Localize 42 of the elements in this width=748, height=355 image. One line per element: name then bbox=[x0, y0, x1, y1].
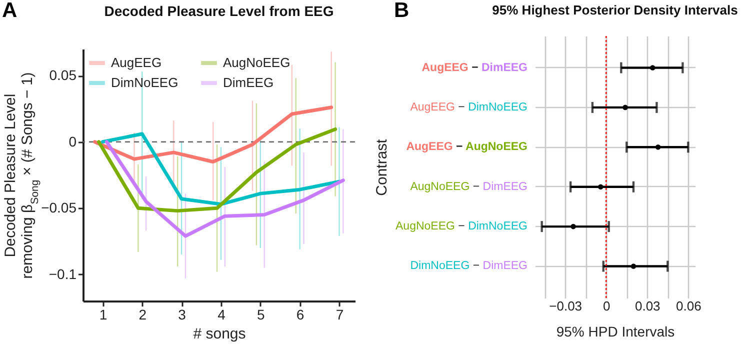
y-tick-label: AugEEG − DimEEG bbox=[422, 62, 528, 74]
point bbox=[622, 104, 628, 110]
x-axis-title: # songs bbox=[193, 326, 246, 342]
y-tick-label: AugEEG − DimNoEEG bbox=[410, 101, 528, 114]
y-axis-title: Contrast bbox=[374, 138, 391, 196]
legend-label: DimEEG bbox=[223, 75, 274, 90]
y-tick-label: 0.05 bbox=[49, 67, 77, 84]
x-tick-label: 0.06 bbox=[676, 298, 702, 314]
text: A bbox=[2, 0, 18, 22]
legend-label: DimNoEEG bbox=[111, 75, 178, 90]
x-tick-label: 6 bbox=[296, 306, 304, 322]
y-tick-label: AugNoEEG − DimNoEEG bbox=[396, 220, 528, 233]
y-tick-label: AugEEG − AugNoEEG bbox=[406, 141, 528, 154]
x-tick-label: 3 bbox=[178, 306, 186, 322]
y-tick-label: DimNoEEG − DimEEG bbox=[410, 260, 528, 272]
legend-label: AugEEG bbox=[111, 55, 162, 70]
text: B bbox=[394, 0, 410, 22]
line-series bbox=[97, 127, 338, 213]
y-tick-label: AugNoEEG − DimEEG bbox=[410, 180, 528, 193]
x-tick-label: 1 bbox=[99, 306, 108, 322]
x-tick-label: 0 bbox=[602, 298, 610, 314]
x-tick-label: 7 bbox=[336, 306, 344, 322]
point bbox=[570, 224, 576, 230]
point bbox=[598, 184, 604, 190]
y-tick-label: −0.1 bbox=[48, 266, 77, 282]
x-tick-label: 2 bbox=[138, 306, 147, 322]
x-axis-title: 95% HPD Intervals bbox=[556, 324, 675, 340]
point bbox=[650, 65, 656, 70]
x-tick-label: 5 bbox=[256, 306, 265, 322]
y-tick-label: 0 bbox=[68, 133, 77, 150]
chart-title: 95% Highest Posterior Density Intervals bbox=[492, 2, 738, 18]
point bbox=[655, 144, 661, 150]
chart-title: Decoded Pleasure Level from EEG bbox=[104, 2, 334, 19]
y-tick-label: −0.05 bbox=[41, 200, 77, 216]
x-tick-label: 0.03 bbox=[634, 298, 660, 314]
line-series bbox=[93, 106, 334, 164]
legend-label: AugNoEEG bbox=[223, 55, 290, 70]
x-tick-label: 4 bbox=[218, 306, 226, 322]
point bbox=[630, 264, 636, 269]
line-series bbox=[104, 140, 345, 238]
x-tick-label: −0.03 bbox=[549, 298, 582, 314]
line-series bbox=[100, 132, 341, 206]
